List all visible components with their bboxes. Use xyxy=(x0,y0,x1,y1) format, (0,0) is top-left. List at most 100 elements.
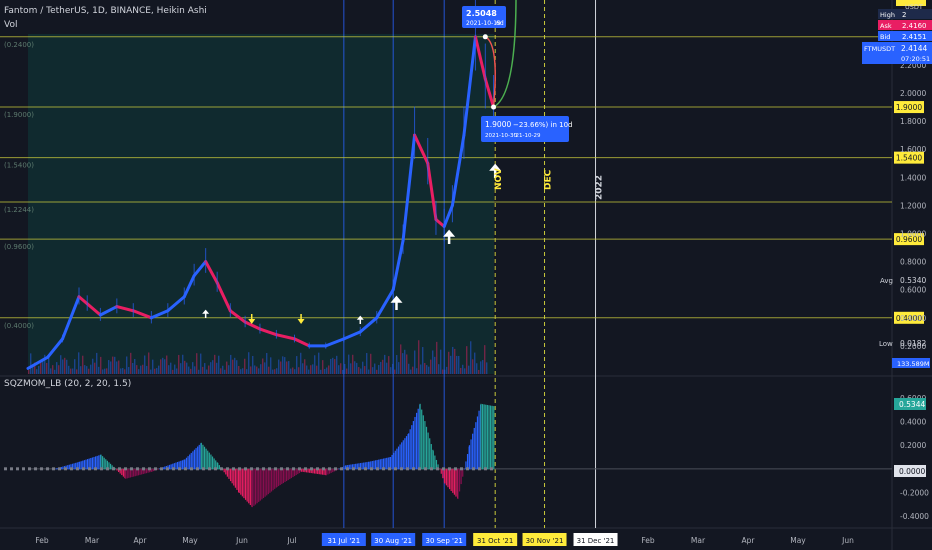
high-badge-label: High xyxy=(880,11,895,19)
volume-bar xyxy=(140,365,142,374)
price-segment xyxy=(115,305,135,313)
volume-bar xyxy=(114,356,116,374)
fib-price-tag-text: 0.9600 xyxy=(896,235,922,244)
price-segment xyxy=(434,217,446,228)
volume-bar xyxy=(100,356,102,374)
volume-bar xyxy=(60,355,62,374)
momentum-bar xyxy=(55,468,58,470)
volume-bar xyxy=(192,362,194,374)
momentum-bar xyxy=(178,461,180,470)
volume-bar xyxy=(432,350,434,374)
volume-bar xyxy=(176,368,178,374)
momentum-bar xyxy=(491,405,493,470)
volume-bar xyxy=(208,365,210,374)
volume-bar xyxy=(108,360,110,374)
volume-bar xyxy=(416,368,418,374)
squeeze-dot xyxy=(148,467,151,471)
fib-level-label: (0.4000) xyxy=(4,322,34,330)
momentum-bar xyxy=(343,466,345,470)
projection-down-curve xyxy=(484,36,496,108)
momentum-bar xyxy=(356,463,358,470)
price-axis-tick: 2.2000 xyxy=(900,61,926,70)
momentum-bar xyxy=(480,403,482,470)
callout-bottom-change: −23.66%) in 10d xyxy=(513,121,572,129)
volume-bar xyxy=(226,361,228,374)
momentum-axis-tick: -0.2000 xyxy=(900,488,929,497)
momentum-bar xyxy=(249,468,251,506)
squeeze-dot xyxy=(286,467,289,471)
squeeze-dot xyxy=(52,467,55,471)
momentum-bar xyxy=(370,461,372,470)
volume-bar xyxy=(84,365,86,374)
year-2022-label: 2022 xyxy=(595,175,605,200)
volume-bar xyxy=(304,359,306,374)
squeeze-dot xyxy=(178,467,181,471)
price-segment xyxy=(274,333,296,341)
volume-bar xyxy=(164,359,166,374)
volume-bar xyxy=(300,352,302,374)
price-segment xyxy=(426,161,438,221)
volume-bar xyxy=(136,365,138,374)
volume-bar xyxy=(400,344,402,374)
volume-bar xyxy=(354,361,356,374)
squeeze-dot xyxy=(94,467,97,471)
squeeze-dot xyxy=(376,467,379,471)
momentum-bar xyxy=(122,468,124,477)
price-axis-tick: 1.4000 xyxy=(900,173,926,182)
momentum-bar xyxy=(114,468,116,470)
momentum-bar xyxy=(325,468,327,476)
volume-bar xyxy=(426,365,428,374)
momentum-bar xyxy=(386,457,388,470)
volume-bar xyxy=(352,354,354,374)
volume-bar xyxy=(444,369,446,374)
momentum-bar xyxy=(233,468,235,486)
momentum-bar xyxy=(86,459,89,470)
momentum-bar xyxy=(225,468,227,475)
volume-bar xyxy=(82,355,84,374)
volume-bar xyxy=(330,358,332,374)
momentum-bar xyxy=(83,460,85,470)
volume-bar xyxy=(126,356,128,374)
volume-bar xyxy=(68,365,70,374)
momentum-bar xyxy=(133,468,135,477)
volume-bar xyxy=(356,362,358,374)
volume-bar xyxy=(232,359,234,374)
volume-bar xyxy=(76,369,78,374)
time-axis-tick: Feb xyxy=(641,536,655,545)
momentum-bar xyxy=(172,463,174,470)
momentum-bar xyxy=(301,468,303,472)
volume-bar xyxy=(472,359,474,374)
last-value: 2.4144 xyxy=(901,44,927,53)
volume-bar xyxy=(438,364,440,374)
time-highlight-label: 31 Jul '21 xyxy=(328,537,361,545)
volume-bar xyxy=(338,365,340,374)
squeeze-dot xyxy=(130,467,133,471)
squeeze-dot xyxy=(154,467,157,471)
momentum-bar xyxy=(381,458,383,470)
price-segment xyxy=(483,77,496,109)
volume-bar xyxy=(382,359,384,374)
volume-bar xyxy=(460,367,462,374)
momentum-bar xyxy=(141,468,143,475)
up-arrow-head xyxy=(390,295,403,303)
momentum-bar xyxy=(411,425,413,470)
momentum-bar xyxy=(159,468,161,470)
volume-bar xyxy=(234,357,236,374)
momentum-bar xyxy=(447,468,449,488)
dec-label: DEC xyxy=(544,169,554,190)
momentum-bar xyxy=(422,415,424,470)
momentum-bar xyxy=(379,459,381,470)
indicator-title: SQZMOM_LB (20, 2, 20, 1.5) xyxy=(4,379,132,389)
volume-bar xyxy=(370,353,372,374)
squeeze-dot xyxy=(70,467,73,471)
price-segment xyxy=(85,302,102,317)
momentum-bar xyxy=(276,468,278,488)
momentum-bar xyxy=(151,468,153,472)
volume-bar xyxy=(214,354,216,374)
momentum-bar xyxy=(106,460,108,470)
squeeze-dot xyxy=(226,467,229,471)
volume-bar xyxy=(258,368,260,374)
squeeze-dot xyxy=(214,467,217,471)
low-label: Low xyxy=(879,340,893,348)
